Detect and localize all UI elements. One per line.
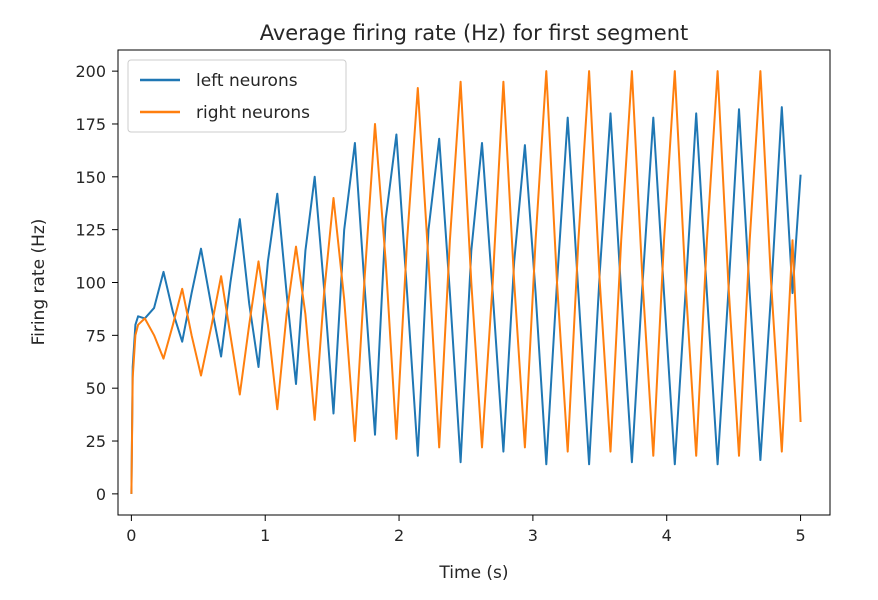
series-line-right-neurons — [130, 70, 802, 494]
y-axis-ticks: 0 25 50 75 100 125 150 175 200 — [75, 62, 118, 504]
x-tick-label: 1 — [260, 526, 270, 545]
x-tick-label: 3 — [528, 526, 538, 545]
legend: left neurons right neurons — [127, 59, 347, 133]
x-axis-ticks: 0 1 2 3 4 5 — [126, 515, 806, 545]
y-tick-label: 25 — [86, 432, 106, 451]
legend-box — [127, 59, 347, 133]
series-line-left-neurons — [130, 106, 802, 494]
x-tick-label: 2 — [394, 526, 404, 545]
chart-title: Average firing rate (Hz) for first segme… — [260, 21, 689, 45]
x-tick-label: 5 — [795, 526, 805, 545]
y-tick-label: 100 — [75, 274, 106, 293]
y-tick-label: 50 — [86, 379, 106, 398]
series-layer — [130, 70, 802, 494]
y-tick-label: 0 — [96, 485, 106, 504]
y-tick-label: 150 — [75, 168, 106, 187]
y-axis-label: Firing rate (Hz) — [29, 219, 49, 346]
legend-label-right-neurons: right neurons — [196, 103, 310, 123]
y-tick-label: 175 — [75, 115, 106, 134]
y-tick-label: 75 — [86, 326, 106, 345]
x-tick-label: 4 — [662, 526, 672, 545]
legend-label-left-neurons: left neurons — [196, 71, 298, 91]
y-tick-label: 200 — [75, 62, 106, 81]
y-tick-label: 125 — [75, 221, 106, 240]
x-tick-label: 0 — [126, 526, 136, 545]
x-axis-label: Time (s) — [438, 563, 508, 583]
